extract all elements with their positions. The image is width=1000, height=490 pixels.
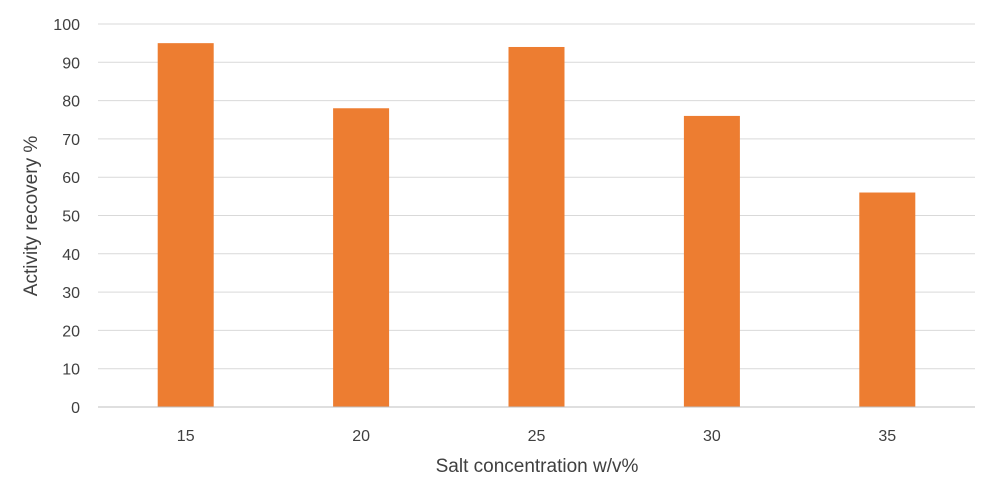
x-tick-label: 25 bbox=[528, 428, 546, 445]
y-tick-label: 0 bbox=[71, 400, 80, 417]
bar-20 bbox=[333, 108, 390, 407]
x-tick-label: 30 bbox=[703, 428, 721, 445]
x-tick-label: 15 bbox=[177, 428, 195, 445]
y-tick-label: 80 bbox=[62, 94, 80, 111]
y-axis-ticks: 0 10 20 30 40 50 60 70 80 90 100 bbox=[53, 17, 80, 417]
y-axis-title: Activity recovery % bbox=[21, 136, 42, 297]
x-axis-ticks: 15 20 25 30 35 bbox=[177, 428, 896, 445]
y-tick-label: 100 bbox=[53, 17, 80, 34]
bar-30 bbox=[683, 115, 740, 408]
y-tick-label: 20 bbox=[62, 323, 80, 340]
y-tick-label: 70 bbox=[62, 132, 80, 149]
bar-25 bbox=[508, 46, 565, 407]
x-tick-label: 35 bbox=[878, 428, 896, 445]
bar-35 bbox=[859, 192, 916, 407]
y-tick-label: 10 bbox=[62, 362, 80, 379]
y-tick-label: 60 bbox=[62, 170, 80, 187]
y-tick-label: 30 bbox=[62, 285, 80, 302]
x-tick-label: 20 bbox=[352, 428, 370, 445]
y-tick-label: 50 bbox=[62, 209, 80, 226]
bars bbox=[157, 43, 916, 408]
y-tick-label: 40 bbox=[62, 247, 80, 264]
bar-15 bbox=[157, 43, 214, 408]
y-tick-label: 90 bbox=[62, 55, 80, 72]
x-axis-title: Salt concentration w/v% bbox=[436, 456, 639, 477]
